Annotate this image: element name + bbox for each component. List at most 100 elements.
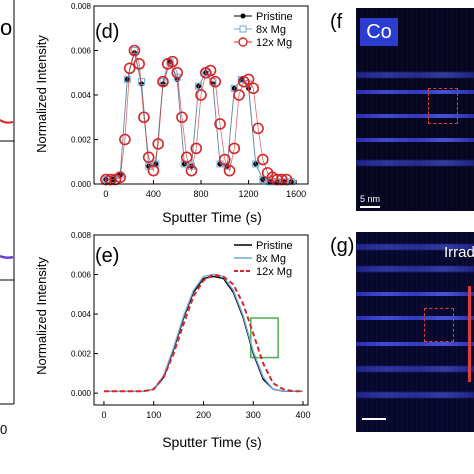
left-panel-fragment: o 0 xyxy=(0,0,15,437)
chart-e-ylabel: Normalized Intensity xyxy=(34,257,49,375)
atomic-layer-band xyxy=(356,90,474,94)
legend-marker-8x-mg xyxy=(239,25,247,33)
chart-d-ticks: 0 400 800 1200 1600 0.000 0.002 0.004 0.006 0.008 xyxy=(71,2,306,199)
data-point-12x-mg xyxy=(214,118,226,130)
data-point-12x-mg xyxy=(218,153,231,166)
chart-panel-e: (e) 0 100 200 300 400 0.000 0.002 0.004 0.006 0.0… xyxy=(34,231,311,450)
x-tick-label: 300 xyxy=(246,410,261,420)
legend-label-8x-mg: 8x Mg xyxy=(256,24,286,36)
y-tick-label: 0.006 xyxy=(71,47,92,56)
data-point-8x-mg xyxy=(130,47,138,54)
chart-e-panel-label: (e) xyxy=(95,245,119,267)
data-point-8x-mg xyxy=(230,84,238,92)
atomic-layer-band xyxy=(356,292,474,296)
data-point-12x-mg xyxy=(252,122,264,135)
y-tick-label: 0.004 xyxy=(71,91,92,100)
element-badge: Co xyxy=(360,18,398,46)
atomic-layer-band xyxy=(356,392,474,398)
data-point-12x-mg xyxy=(276,173,288,186)
data-point-12x-mg xyxy=(223,164,236,177)
atomic-layer-band xyxy=(356,316,474,320)
atomic-layer-band xyxy=(356,244,474,250)
chart-d-ylabel: Normalized Intensity xyxy=(34,35,49,153)
data-point-12x-mg xyxy=(280,173,293,186)
data-point-12x-mg xyxy=(128,44,141,57)
chart-d-marks xyxy=(100,44,295,186)
legend-label-8x-mg: 8x Mg xyxy=(256,253,286,265)
highlight-box xyxy=(250,317,279,359)
data-point-12x-mg xyxy=(166,55,179,68)
data-point-12x-mg xyxy=(180,151,193,164)
y-tick-label: 0.008 xyxy=(71,2,92,11)
data-point-12x-mg xyxy=(114,171,126,184)
chart-e-frame xyxy=(93,234,309,406)
x-tick-label: 0 xyxy=(103,189,108,199)
atomic-layer-band xyxy=(356,160,474,166)
data-point-12x-mg xyxy=(247,82,260,95)
legend-marker-pristine xyxy=(240,13,246,19)
y-tick-label: 0.002 xyxy=(71,350,92,359)
chart-e-xlabel: Sputter Time (s) xyxy=(162,434,262,450)
x-tick-label: 1600 xyxy=(286,189,306,199)
x-tick-label: 800 xyxy=(193,189,208,199)
x-tick-label: 100 xyxy=(146,410,161,420)
depth-marker xyxy=(468,286,471,382)
data-point-8x-mg xyxy=(252,160,260,168)
x-tick-label: 400 xyxy=(296,410,311,420)
scale-bar-label: 5 nm xyxy=(360,194,381,204)
chart-e-ticks: 0 100 200 300 400 0.000 0.002 0.004 0.006 0.008 xyxy=(71,231,311,420)
irradiation-label: Irrad xyxy=(444,244,474,261)
data-point-8x-mg xyxy=(138,78,146,86)
x-tick-label: 0 xyxy=(101,410,106,420)
x-tick-label: 200 xyxy=(196,410,211,420)
atomic-layer-band xyxy=(356,138,474,142)
legend-label-pristine: Pristine xyxy=(256,240,293,252)
data-point-12x-mg xyxy=(228,142,241,155)
data-point-12x-mg xyxy=(123,62,136,75)
data-point-12x-mg xyxy=(142,151,155,164)
series-line-pristine xyxy=(104,275,303,392)
atomic-layer-band xyxy=(356,72,474,78)
chart-d-panel-label: (d) xyxy=(95,21,119,43)
data-point-12x-mg xyxy=(152,138,164,150)
chart-d-xlabel: Sputter Time (s) xyxy=(162,209,262,225)
chart-d-frame xyxy=(93,5,309,185)
chart-e-marks xyxy=(104,273,303,393)
panel-f-label: (f xyxy=(330,11,343,33)
scale-bar xyxy=(360,206,380,208)
legend-label-12x-mg: 12x Mg xyxy=(256,266,292,278)
atomic-layer-band xyxy=(356,342,474,346)
data-point-12x-mg xyxy=(147,164,160,177)
data-point-12x-mg xyxy=(171,66,184,79)
micrograph-f: Co 5 nm xyxy=(356,8,474,211)
y-tick-label: 0.002 xyxy=(71,136,92,145)
data-point-12x-mg xyxy=(257,153,269,166)
y-tick-label: 0.004 xyxy=(71,310,92,319)
scale-bar xyxy=(362,418,386,420)
atomic-layer-band xyxy=(356,114,474,118)
left-panel-tick-label: 0 xyxy=(0,422,7,437)
atomic-layer-band xyxy=(356,266,474,272)
y-tick-label: 0.006 xyxy=(71,271,92,280)
legend-marker-12x-mg xyxy=(238,37,248,47)
series-line-12x-mg xyxy=(104,273,303,393)
region-box xyxy=(424,308,454,342)
y-tick-label: 0.000 xyxy=(71,180,92,189)
data-point-12x-mg xyxy=(157,75,169,88)
data-point-12x-mg xyxy=(185,164,198,177)
left-panel-label: o xyxy=(0,15,12,40)
y-tick-label: 0.008 xyxy=(71,231,92,240)
legend-label-12x-mg: 12x Mg xyxy=(256,37,292,49)
data-point-8x-mg xyxy=(195,82,203,90)
data-point-8x-mg xyxy=(259,176,267,184)
data-point-12x-mg xyxy=(190,142,203,155)
region-box xyxy=(428,88,458,124)
data-point-12x-mg xyxy=(133,58,145,70)
atomic-layer-band xyxy=(356,366,474,372)
y-tick-label: 0.000 xyxy=(71,389,92,398)
micrograph-g-texture xyxy=(356,232,474,432)
data-point-12x-mg xyxy=(242,73,255,86)
